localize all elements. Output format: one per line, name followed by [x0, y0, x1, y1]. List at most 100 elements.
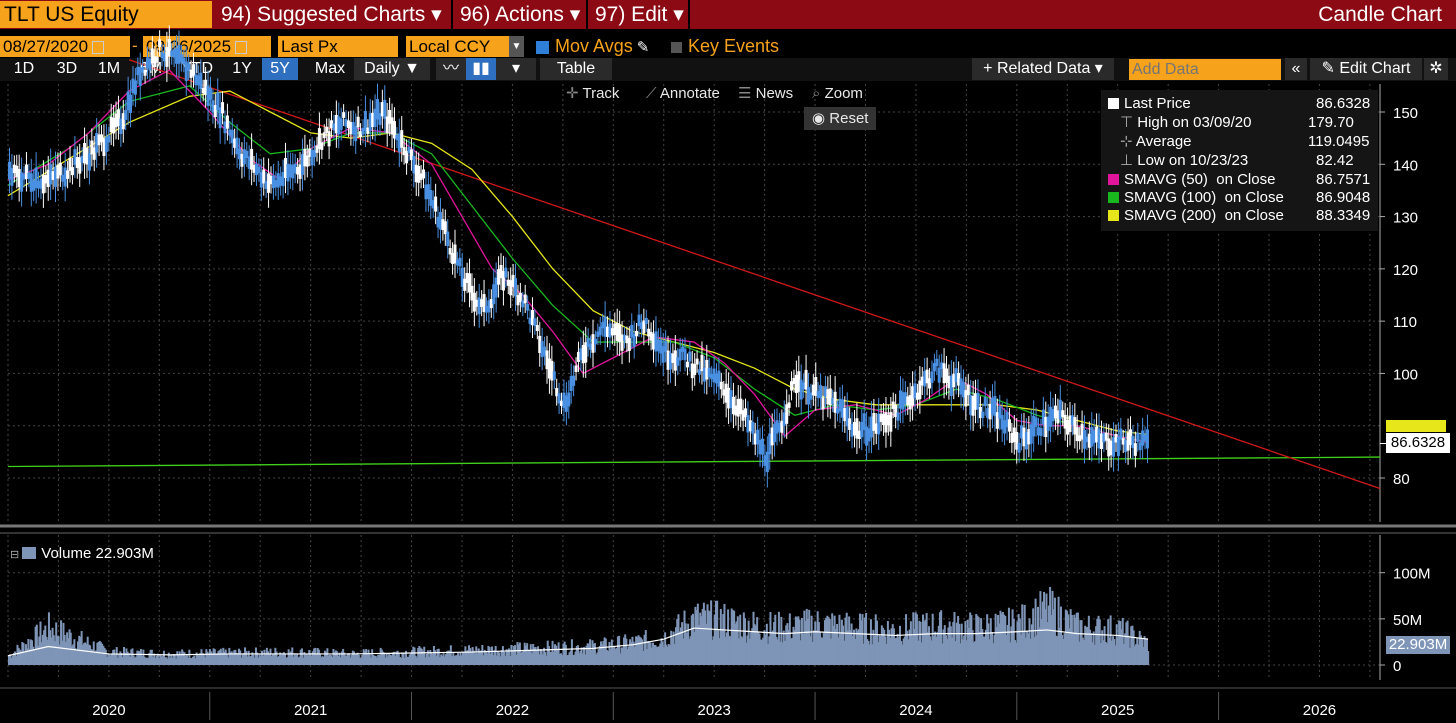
volume-bar: [569, 650, 572, 665]
period-button-1d[interactable]: 1D: [13, 60, 35, 77]
candle: [516, 295, 520, 306]
volume-bar: [1044, 609, 1047, 665]
volume-bar: [977, 617, 980, 665]
volume-bar: [195, 652, 198, 665]
pencil-icon[interactable]: ✎: [636, 39, 650, 56]
period-button-5y[interactable]: 5Y: [262, 58, 298, 80]
period-button-3d[interactable]: 3D: [56, 60, 78, 77]
volume-bar: [661, 641, 664, 665]
candle: [538, 335, 542, 353]
volume-bar: [11, 655, 14, 665]
volume-bar: [155, 655, 158, 665]
annotate-tool[interactable]: ⟋ Annotate: [646, 84, 720, 104]
volume-bar: [890, 628, 893, 665]
volume-bar: [1133, 646, 1136, 665]
candle: [385, 116, 389, 134]
table-button[interactable]: Table: [540, 58, 612, 80]
volume-bar: [183, 652, 186, 665]
mov-avgs-toggle[interactable]: Mov Avgs ✎: [536, 35, 649, 59]
volume-bar: [465, 650, 468, 665]
volume-bar: [814, 621, 817, 665]
collapse-icon[interactable]: «: [1285, 58, 1307, 80]
volume-bar: [1120, 629, 1123, 665]
volume-bar: [173, 654, 176, 665]
volume-bar: [599, 641, 602, 665]
volume-bar: [367, 649, 370, 665]
volume-bar: [1040, 619, 1043, 665]
line-chart-icon[interactable]: 〰: [436, 58, 466, 80]
add-data-input[interactable]: [1129, 59, 1281, 80]
volume-bar: [721, 629, 724, 665]
candle: [782, 412, 786, 426]
volume-bar: [889, 637, 892, 665]
start-date-field[interactable]: 08/27/2020: [0, 36, 130, 57]
period-button-1y[interactable]: 1Y: [232, 60, 252, 77]
volume-bar: [909, 621, 912, 665]
volume-bar: [250, 656, 253, 665]
volume-bar: [499, 656, 502, 665]
candle: [639, 322, 643, 329]
volume-bar: [834, 629, 837, 665]
volume-bar: [445, 654, 448, 665]
menu-divider: [451, 0, 453, 29]
suggested-charts-menu[interactable]: 94) Suggested Charts ▾: [221, 3, 442, 26]
candle: [51, 171, 55, 180]
track-tool[interactable]: ✛ Track: [566, 84, 619, 104]
volume-bar: [785, 625, 788, 665]
collapse-icon[interactable]: ⊟: [10, 549, 23, 561]
volume-bar: [918, 620, 921, 665]
key-events-toggle[interactable]: Key Events: [671, 35, 779, 57]
volume-bar: [1144, 639, 1147, 665]
candle-chart-icon[interactable]: ▮▮: [466, 58, 496, 80]
candle: [882, 413, 886, 426]
period-button-max[interactable]: Max: [314, 60, 346, 77]
volume-bar: [35, 624, 38, 665]
volume-bar: [81, 645, 84, 665]
checkbox-unchecked-icon[interactable]: [671, 41, 682, 53]
volume-bar: [354, 653, 357, 665]
candle: [891, 401, 895, 410]
zoom-tool[interactable]: ⌕ Zoom: [812, 84, 863, 104]
field-select[interactable]: Last Px: [278, 36, 398, 57]
candle: [1017, 442, 1021, 453]
calendar-icon[interactable]: [235, 41, 248, 55]
reset-button[interactable]: ◉ Reset: [804, 107, 876, 130]
currency-select[interactable]: Local CCY ▼: [406, 36, 524, 57]
volume-bar: [486, 653, 489, 665]
volume-bar: [568, 652, 571, 665]
candle: [770, 427, 774, 446]
volume-bar: [1068, 628, 1071, 665]
news-tool[interactable]: ☰ News: [738, 84, 793, 104]
candle: [199, 72, 203, 90]
actions-menu[interactable]: 96) Actions ▾: [460, 3, 581, 26]
volume-bar: [524, 645, 527, 665]
frequency-select[interactable]: Daily ▼: [354, 58, 430, 80]
volume-bar: [541, 654, 544, 665]
period-button-1m[interactable]: 1M: [97, 60, 121, 77]
volume-tick-label: 0: [1393, 658, 1401, 675]
volume-bar: [196, 654, 199, 665]
volume-bar: [706, 604, 709, 665]
volume-bar: [331, 656, 334, 665]
chart-type-dropdown-icon[interactable]: ▾: [496, 58, 536, 80]
edit-chart-button[interactable]: ✎ Edit Chart: [1310, 58, 1422, 80]
volume-bar: [373, 655, 376, 665]
checkbox-checked-icon[interactable]: [536, 40, 549, 54]
volume-bar: [1015, 642, 1018, 665]
candle: [656, 339, 660, 352]
calendar-icon[interactable]: [92, 41, 105, 55]
volume-bar: [728, 635, 731, 665]
volume-bar: [425, 653, 428, 665]
volume-bar: [862, 643, 865, 665]
gear-icon[interactable]: ✲: [1424, 58, 1448, 80]
crosshair-icon: ✛: [566, 85, 583, 102]
volume-bar: [1126, 620, 1129, 665]
volume-bar: [739, 614, 742, 665]
related-data-menu[interactable]: + Related Data ▾: [972, 58, 1114, 80]
volume-bar: [616, 636, 619, 665]
volume-bar: [955, 622, 958, 665]
volume-bar: [585, 645, 588, 665]
edit-menu[interactable]: 97) Edit ▾: [595, 3, 684, 26]
ticker-field[interactable]: TLT US Equity: [0, 1, 212, 28]
volume-bar: [87, 644, 90, 665]
